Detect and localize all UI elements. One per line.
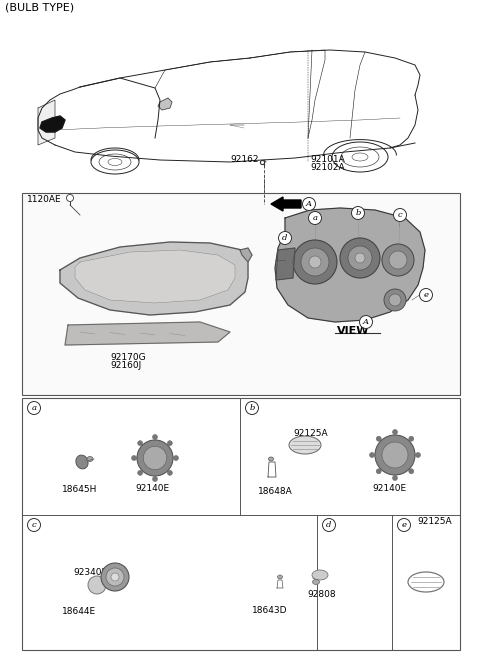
Text: d: d [326, 521, 332, 529]
Text: c: c [32, 521, 36, 529]
Ellipse shape [87, 457, 93, 461]
Ellipse shape [268, 457, 274, 461]
Circle shape [420, 288, 432, 302]
Circle shape [348, 246, 372, 270]
Circle shape [111, 573, 119, 581]
Circle shape [168, 470, 172, 476]
Text: 92101A: 92101A [310, 155, 345, 164]
Circle shape [340, 238, 380, 278]
Circle shape [382, 244, 414, 276]
Text: A: A [363, 318, 369, 326]
Text: 18645H: 18645H [62, 485, 97, 494]
Circle shape [101, 563, 129, 591]
Circle shape [355, 253, 365, 263]
Circle shape [376, 436, 381, 442]
FancyArrow shape [271, 197, 301, 211]
Text: 18643D: 18643D [252, 606, 288, 615]
Circle shape [360, 315, 372, 328]
Circle shape [88, 576, 106, 594]
Text: 1120AE: 1120AE [27, 195, 61, 204]
Circle shape [309, 256, 321, 268]
Circle shape [27, 518, 40, 532]
Circle shape [370, 453, 374, 457]
Text: 92140E: 92140E [135, 484, 169, 493]
Text: (BULB TYPE): (BULB TYPE) [5, 3, 74, 13]
Circle shape [301, 248, 329, 276]
Polygon shape [276, 248, 295, 280]
Polygon shape [268, 462, 276, 477]
Text: 18644E: 18644E [62, 607, 96, 616]
Text: 92125A: 92125A [293, 429, 328, 438]
Circle shape [376, 468, 381, 474]
Circle shape [137, 440, 173, 476]
Ellipse shape [289, 436, 321, 454]
Circle shape [393, 430, 397, 434]
Circle shape [397, 518, 410, 532]
Text: 92808: 92808 [307, 590, 336, 599]
Circle shape [278, 231, 291, 244]
Text: 92170G: 92170G [110, 353, 145, 362]
Polygon shape [40, 116, 65, 132]
Circle shape [293, 240, 337, 284]
Circle shape [173, 455, 179, 461]
Circle shape [389, 251, 407, 269]
Text: c: c [397, 211, 402, 219]
Circle shape [302, 198, 315, 210]
Circle shape [323, 518, 336, 532]
Polygon shape [65, 322, 230, 345]
Text: 92102A: 92102A [310, 163, 345, 172]
Text: 92140E: 92140E [372, 484, 406, 493]
Ellipse shape [76, 455, 88, 469]
Text: a: a [312, 214, 317, 222]
Text: b: b [355, 209, 360, 217]
Circle shape [144, 446, 167, 470]
Polygon shape [283, 216, 415, 310]
Circle shape [409, 436, 414, 442]
Text: 92162: 92162 [230, 155, 259, 164]
Circle shape [153, 476, 157, 482]
Circle shape [27, 401, 40, 415]
Circle shape [351, 206, 364, 219]
Text: 92340B: 92340B [73, 568, 108, 577]
Polygon shape [240, 248, 252, 262]
Text: A: A [306, 200, 312, 208]
Polygon shape [60, 242, 248, 315]
Circle shape [409, 468, 414, 474]
Circle shape [309, 212, 322, 225]
Circle shape [132, 455, 136, 461]
Text: b: b [249, 404, 255, 412]
Text: VIEW: VIEW [337, 326, 370, 336]
Text: 92125A: 92125A [417, 516, 452, 526]
Circle shape [138, 441, 143, 445]
Text: 18648A: 18648A [258, 487, 293, 496]
Circle shape [382, 442, 408, 468]
Circle shape [245, 401, 259, 415]
Circle shape [138, 470, 143, 476]
Polygon shape [277, 580, 283, 588]
Bar [22, 193, 460, 395]
Circle shape [394, 208, 407, 221]
Text: d: d [282, 234, 288, 242]
Bar [22, 398, 460, 650]
Text: 92160J: 92160J [110, 361, 141, 370]
Circle shape [384, 289, 406, 311]
Circle shape [153, 434, 157, 440]
Ellipse shape [312, 570, 328, 580]
Ellipse shape [312, 579, 320, 585]
Polygon shape [75, 250, 235, 303]
Polygon shape [158, 98, 172, 110]
Polygon shape [275, 208, 425, 322]
Circle shape [375, 435, 415, 475]
Text: e: e [401, 521, 407, 529]
Text: a: a [32, 404, 36, 412]
Circle shape [393, 476, 397, 480]
Circle shape [389, 294, 401, 306]
Circle shape [168, 441, 172, 445]
Circle shape [416, 453, 420, 457]
Polygon shape [38, 100, 55, 145]
Circle shape [106, 568, 124, 586]
Circle shape [67, 194, 73, 202]
Ellipse shape [277, 575, 283, 579]
Text: e: e [423, 291, 429, 299]
